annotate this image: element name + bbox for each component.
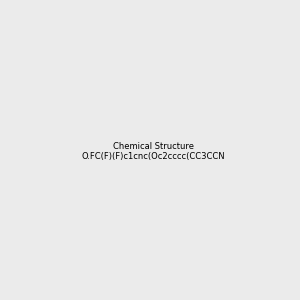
Text: Chemical Structure
O.FC(F)(F)c1cnc(Oc2cccc(CC3CCN: Chemical Structure O.FC(F)(F)c1cnc(Oc2cc… [82, 142, 226, 161]
